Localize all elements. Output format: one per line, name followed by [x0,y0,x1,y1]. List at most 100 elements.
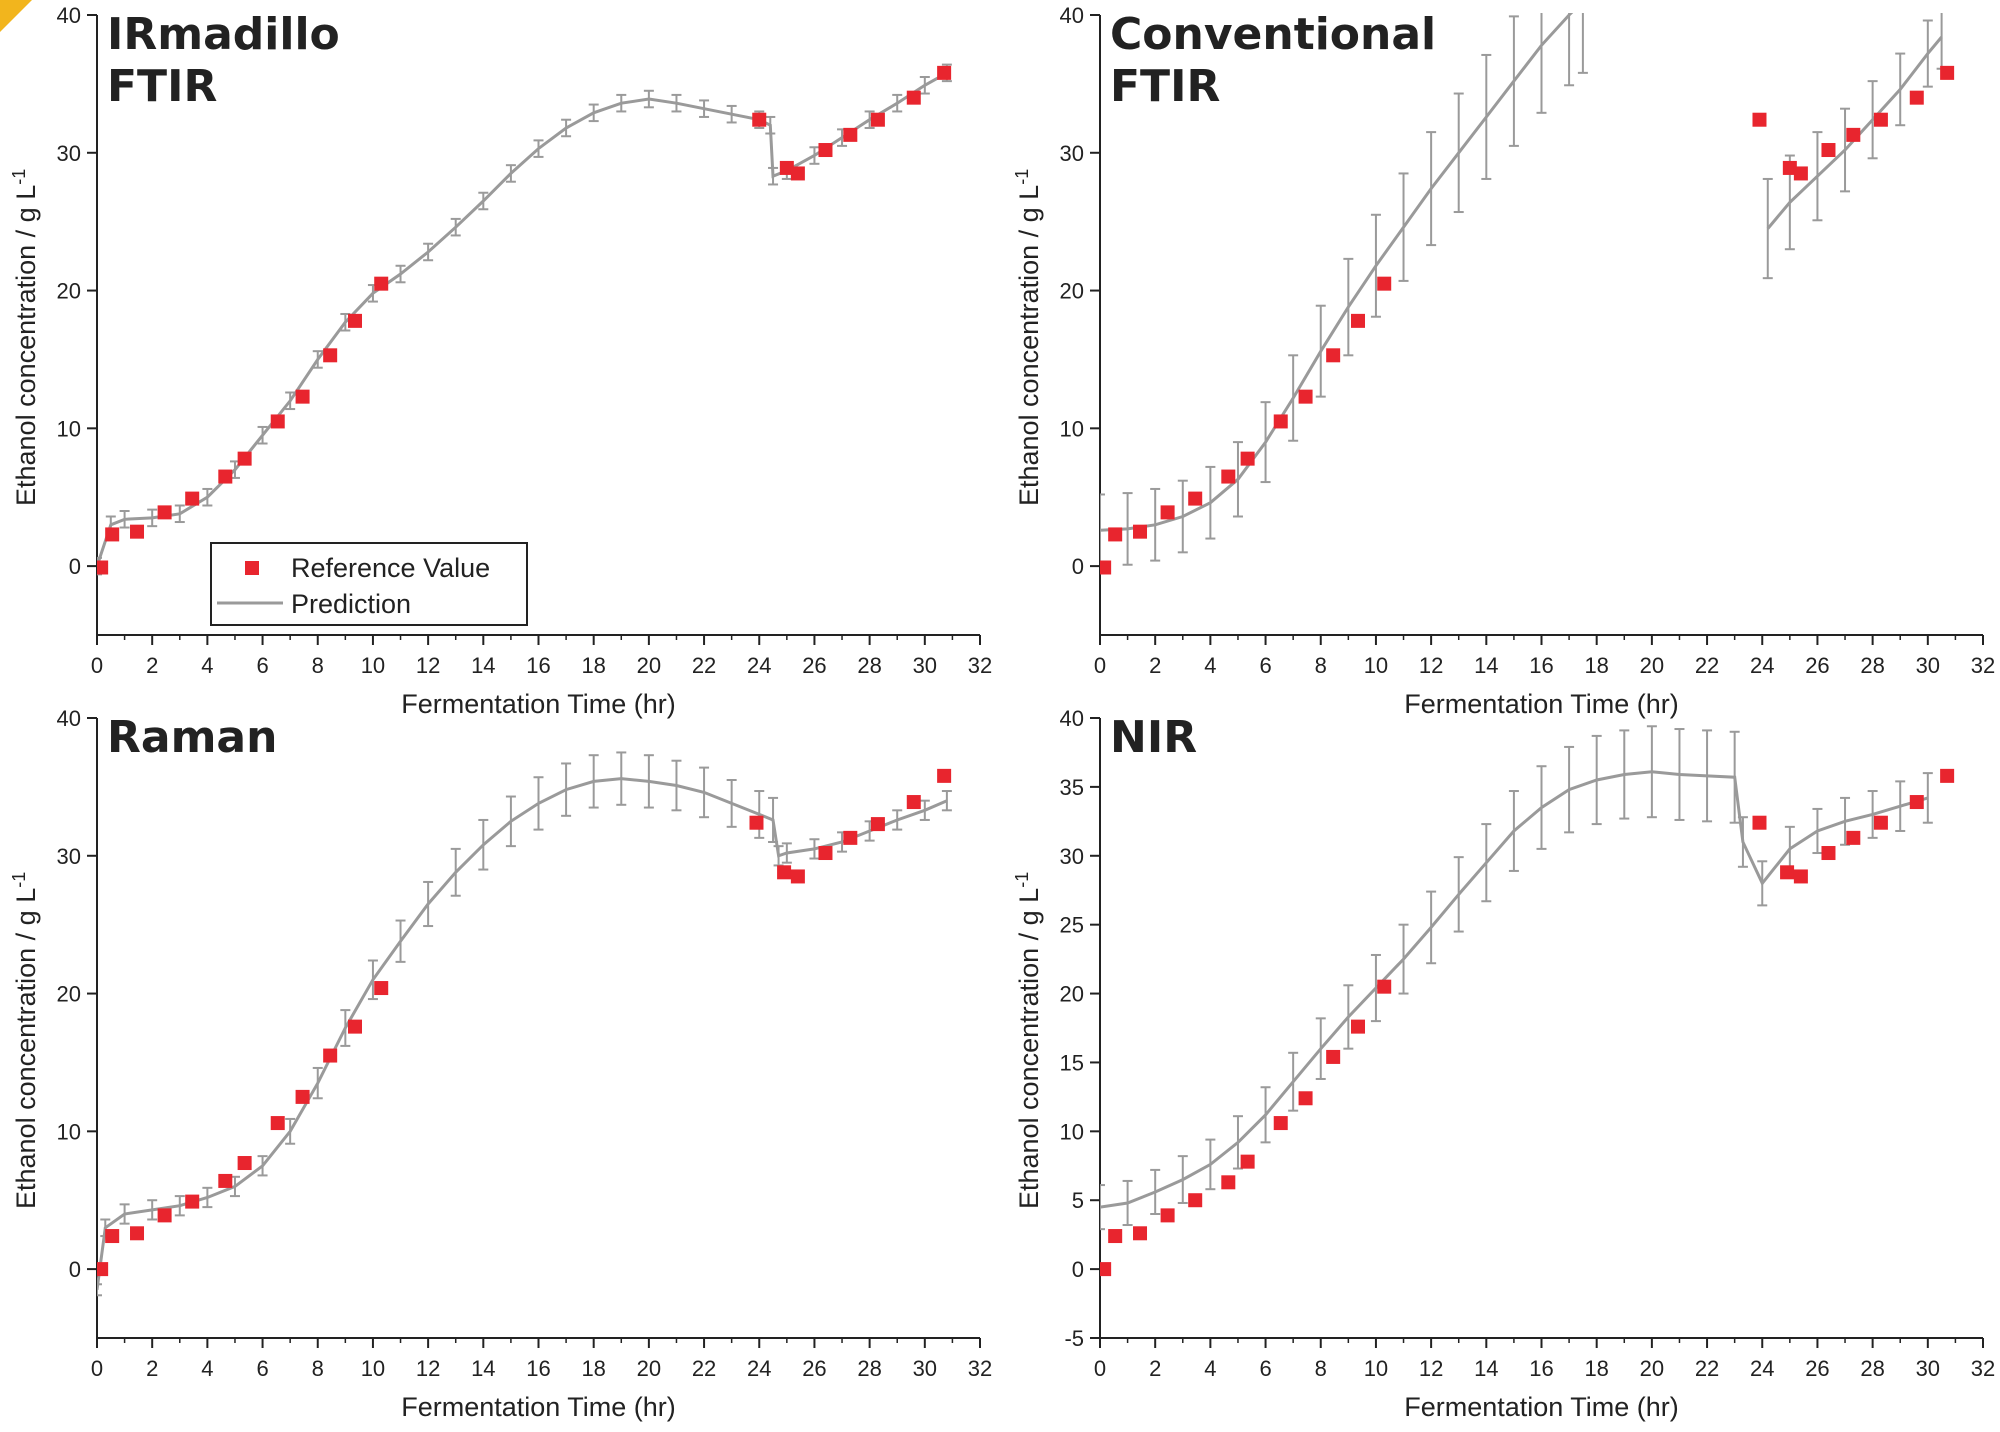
reference-point [218,469,233,484]
reference-point [1351,313,1366,328]
x-tick-label: 30 [1916,1356,1940,1381]
x-tick-label: 32 [968,653,992,678]
y-tick-label: 0 [1072,554,1084,579]
x-tick-label: 22 [1695,653,1719,678]
reference-point [1377,276,1392,291]
y-tick-label: 25 [1060,913,1084,938]
reference-point [843,127,858,142]
y-axis-title: Ethanol concentration / g L-1 [1012,169,1044,506]
reference-point [105,1229,120,1244]
reference-point [185,491,200,506]
y-axis-superscript: -1 [9,169,29,185]
reference-point [130,1226,145,1241]
chart-panel-3: 0 2 4 6 8 10 12 14 16 18 20 22 24 26 28 30 32010203040Fe… [9,706,992,1422]
reference-point [157,1208,172,1223]
reference-point [1188,1193,1203,1208]
y-tick-label: 35 [1060,775,1084,800]
reference-point [1821,143,1836,158]
reference-point [790,869,805,884]
reference-point [777,865,792,880]
reference-point [1240,1154,1255,1169]
y-tick-label: 20 [1060,982,1084,1007]
y-tick-label: 10 [1060,1119,1084,1144]
reference-point [218,1173,233,1188]
x-tick-label: 20 [637,653,661,678]
y-tick-label: 40 [57,3,81,28]
x-tick-label: 26 [1805,653,1829,678]
reference-point [779,160,794,175]
reference-point [1752,815,1767,830]
y-tick-label: 20 [57,982,81,1007]
reference-point [906,795,921,810]
panel-title: Raman [107,712,277,763]
reference-point [906,90,921,105]
x-tick-label: 2 [1149,653,1161,678]
x-tick-label: 10 [361,1356,385,1381]
x-tick-label: 8 [312,653,324,678]
reference-point [1909,795,1924,810]
reference-point [843,830,858,845]
plot-area [97,63,952,576]
y-tick-label: 0 [69,1257,81,1282]
plot-area [1100,13,1955,575]
reference-point [1160,505,1175,520]
x-tick-label: 8 [1315,1356,1327,1381]
reference-point [270,414,285,429]
chart-panel-2: 0 2 4 6 8 10 12 14 16 18 20 22 24 26 28 30 32010203040Fe… [1012,3,1995,719]
x-axis-title: Fermentation Time (hr) [401,1392,676,1422]
y-tick-label: 5 [1072,1188,1084,1213]
x-tick-label: 28 [1860,1356,1884,1381]
x-tick-label: 6 [1259,1356,1271,1381]
x-tick-label: 22 [1695,1356,1719,1381]
x-tick-label: 12 [416,653,440,678]
x-tick-label: 16 [526,1356,550,1381]
legend-reference-label: Reference Value [291,553,490,583]
reference-point [1846,127,1861,142]
x-tick-label: 6 [256,653,268,678]
reference-point [105,527,120,542]
reference-point [937,65,952,80]
reference-point [870,112,885,127]
reference-point [790,166,805,181]
legend-prediction-label: Prediction [291,589,411,619]
reference-point [1160,1208,1175,1223]
x-tick-label: 20 [1640,653,1664,678]
reference-point [1909,90,1924,105]
panel-title-line: Conventional [1110,9,1436,60]
reference-point [1752,112,1767,127]
reference-point [1821,846,1836,861]
reference-point [818,846,833,861]
y-tick-label: 40 [1060,3,1084,28]
chart-panel-1: 0 2 4 6 8 10 12 14 16 18 20 22 24 26 28 30 32010203040Fe… [9,3,992,719]
reference-point [1782,160,1797,175]
x-tick-label: 16 [1529,653,1553,678]
reference-point [323,348,338,363]
y-tick-label: 30 [57,844,81,869]
reference-point [1100,1262,1112,1277]
x-tick-label: 28 [857,1356,881,1381]
prediction-line-segment [1100,13,1574,532]
reference-point [1100,560,1112,575]
x-tick-label: 8 [1315,653,1327,678]
prediction-line [1100,770,1929,1209]
reference-point [130,524,145,539]
x-tick-label: 14 [471,1356,495,1381]
reference-point [1108,1229,1123,1244]
x-tick-label: 30 [1916,653,1940,678]
x-tick-label: 16 [1529,1356,1553,1381]
x-tick-label: 24 [1750,653,1774,678]
panel-title-line: FTIR [1110,61,1220,112]
reference-point [818,143,833,158]
reference-point [348,1019,363,1034]
reference-point [97,560,109,575]
reference-point [348,313,363,328]
x-tick-label: 6 [1259,653,1271,678]
reference-point [1221,1175,1236,1190]
plot-area [97,751,952,1297]
reference-point [1240,451,1255,466]
reference-point [97,1262,109,1277]
x-tick-label: 22 [692,653,716,678]
reference-point [237,451,252,466]
y-tick-label: 0 [69,554,81,579]
y-tick-label: 10 [57,1119,81,1144]
